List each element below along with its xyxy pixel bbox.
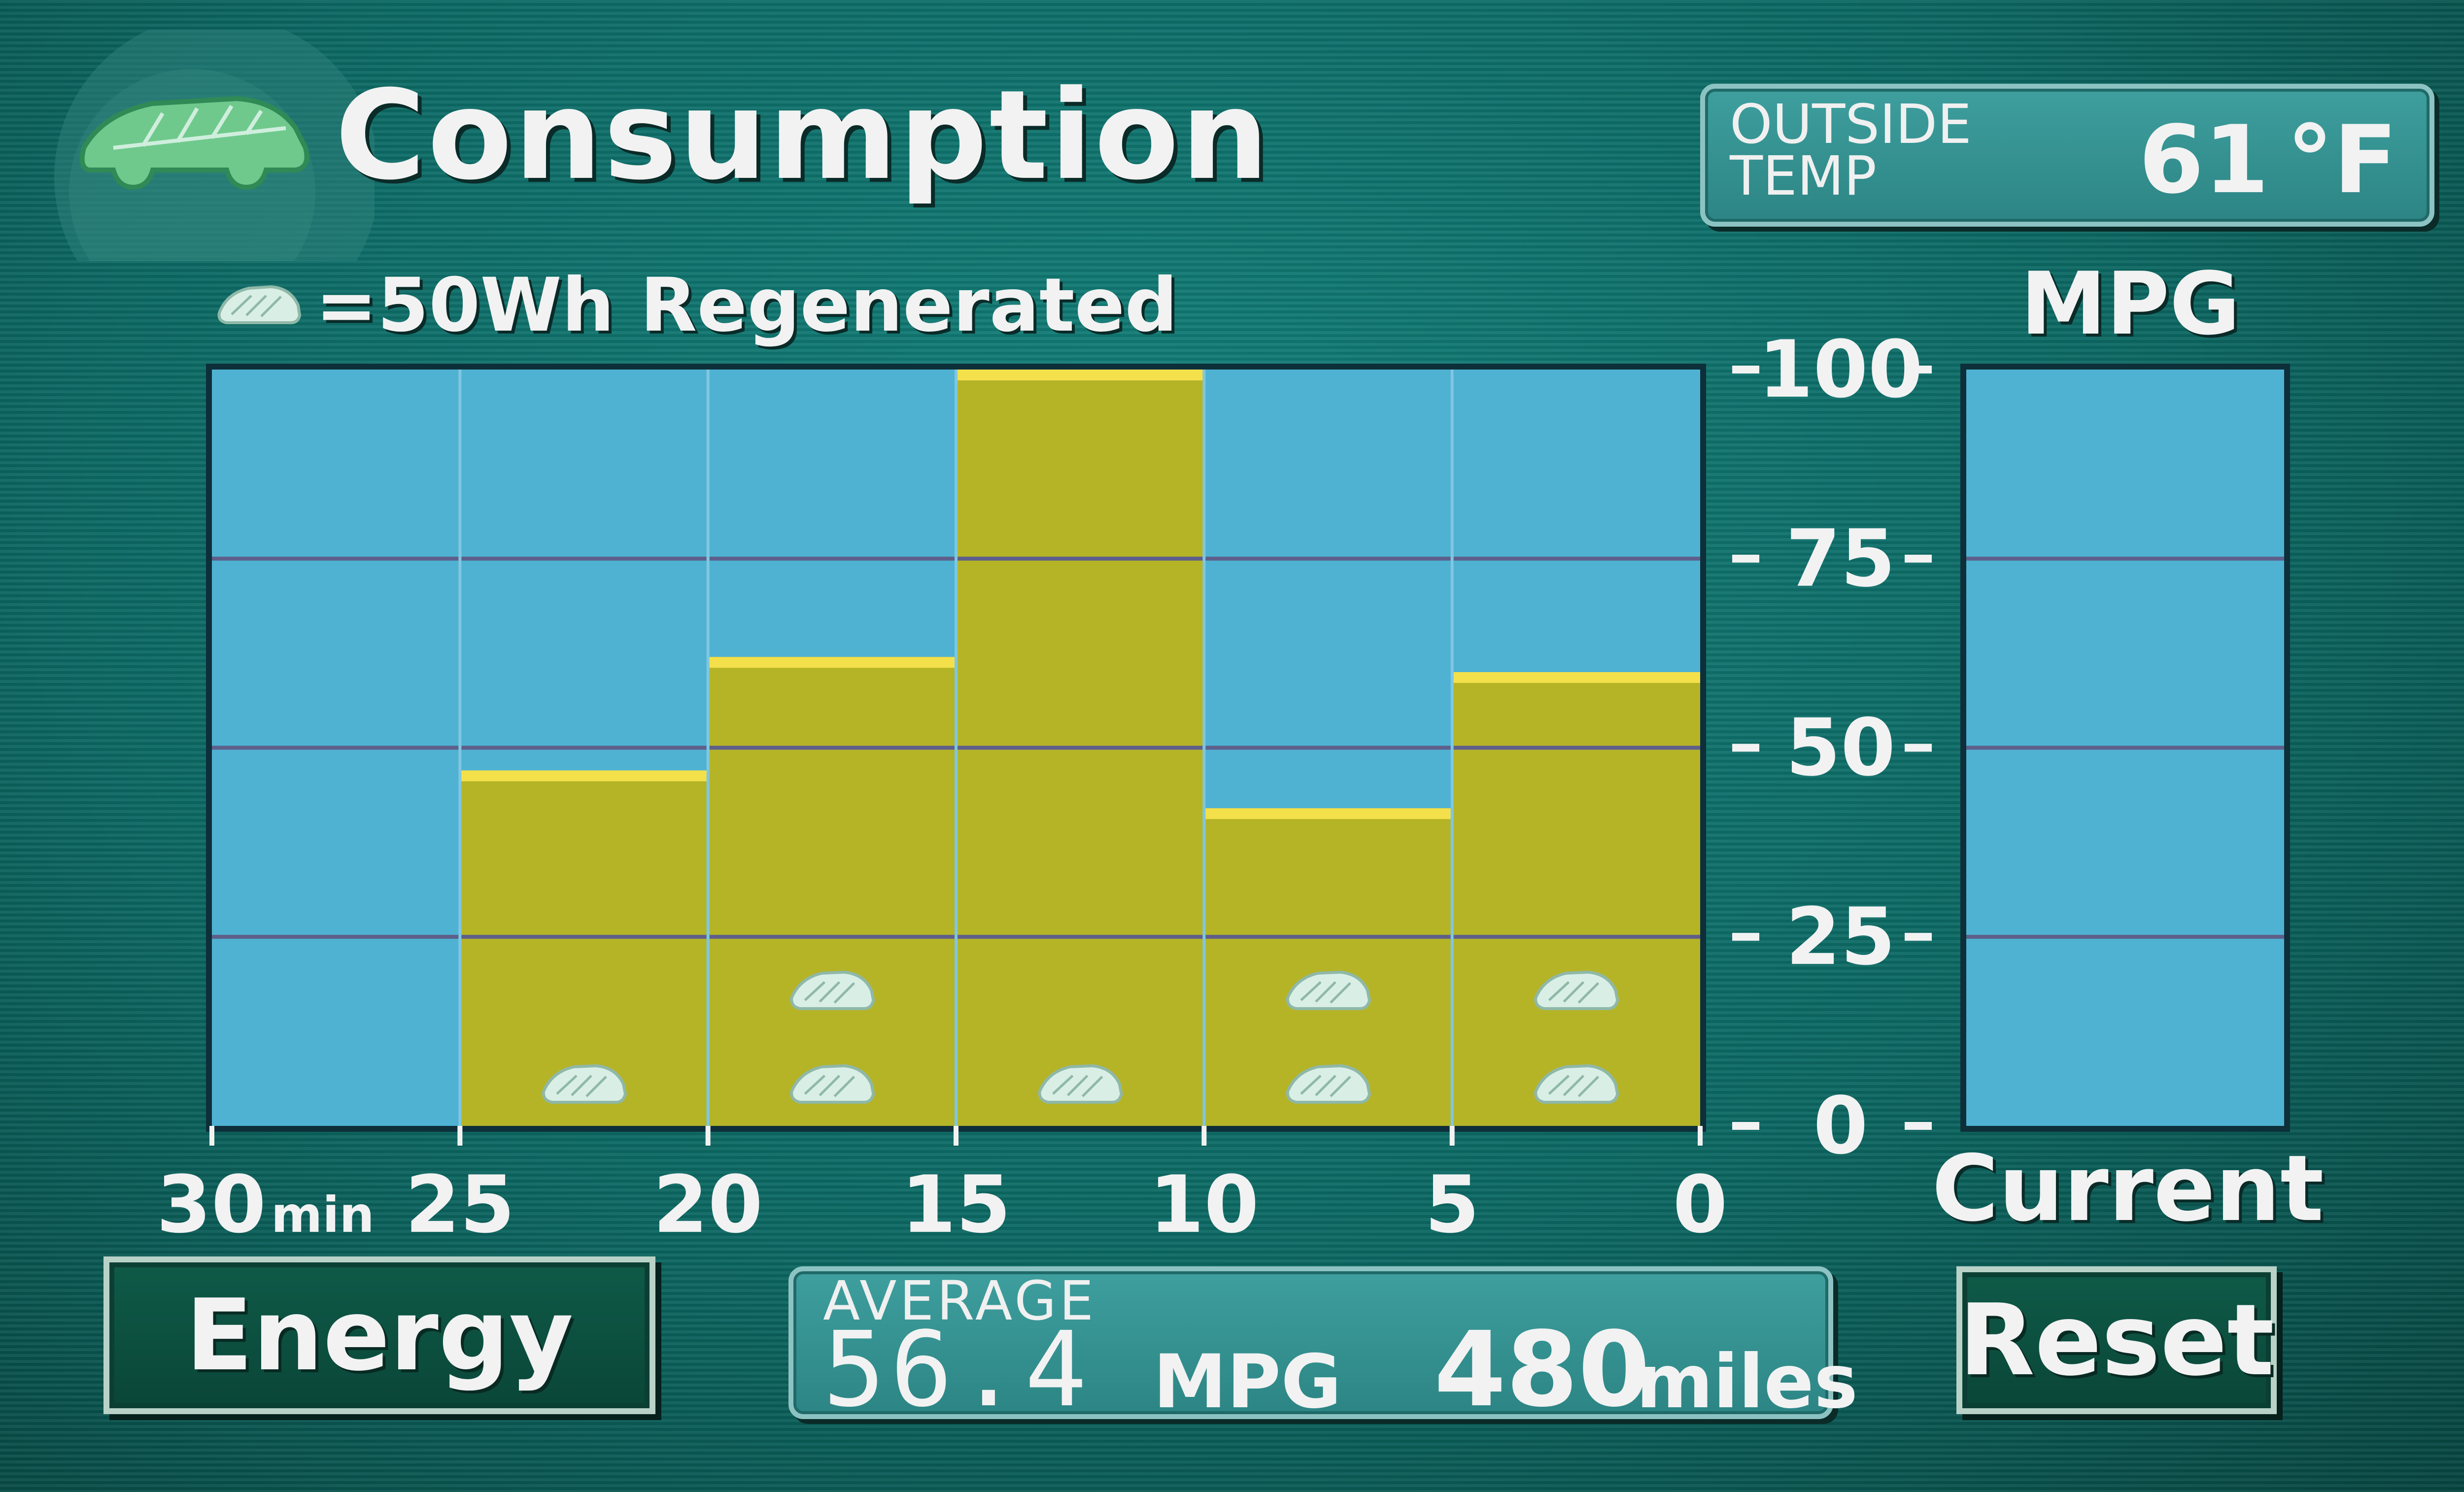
- y-tick-label: 25: [1786, 890, 1896, 983]
- regen-car-icon: [1534, 1064, 1619, 1104]
- leaf-car-icon: [54, 30, 375, 261]
- regen-car-icon: [542, 1064, 627, 1104]
- bar: [1452, 672, 1700, 1126]
- average-mpg-unit: MPG: [1153, 1339, 1342, 1425]
- y-tick-label: 100: [1758, 323, 1923, 415]
- bar-top: [1452, 672, 1700, 683]
- bar-top: [708, 657, 956, 668]
- bar-top: [1204, 808, 1452, 819]
- current-mpg-label: Current: [1932, 1135, 2324, 1242]
- bar-top: [460, 770, 708, 781]
- average-mpg-value: 56.4: [823, 1309, 1092, 1430]
- x-tick-label: 20: [653, 1158, 763, 1251]
- energy-button[interactable]: Energy: [103, 1256, 655, 1414]
- outside-temp-panel: OUTSIDE TEMP 61 °F: [1700, 84, 2434, 227]
- regen-car-icon: [790, 1064, 875, 1104]
- regen-car-icon: [1286, 970, 1371, 1010]
- page-title: Consumption: [335, 64, 1271, 207]
- regen-legend: =50Wh Regenerated: [212, 256, 1178, 355]
- x-tick-label: 25: [405, 1158, 515, 1251]
- regen-car-icon: [217, 285, 302, 324]
- y-tick-label: 50: [1786, 702, 1896, 794]
- x-tick-label: 30: [156, 1158, 266, 1251]
- y-tick-label: 0: [1813, 1080, 1868, 1172]
- average-panel: AVERAGE 56.4 MPG 480 miles: [788, 1266, 1858, 1430]
- distance-value: 480: [1434, 1309, 1650, 1430]
- x-tick-label: 0: [1673, 1158, 1727, 1251]
- x-tick-label: 5: [1425, 1158, 1479, 1251]
- bar-top: [956, 370, 1204, 380]
- x-tick-unit: min: [271, 1186, 375, 1244]
- outside-temp-label: OUTSIDE TEMP: [1730, 93, 1972, 207]
- regen-car-icon: [1038, 1064, 1123, 1104]
- distance-unit: miles: [1636, 1339, 1858, 1425]
- regen-legend-label: =50Wh Regenerated: [315, 263, 1178, 348]
- average-label: AVERAGE: [823, 1269, 1096, 1332]
- reset-button[interactable]: Reset: [1956, 1266, 2277, 1414]
- regen-car-icon: [1534, 970, 1619, 1010]
- x-tick-label: 15: [901, 1158, 1011, 1251]
- y-tick-label: 75: [1786, 512, 1896, 605]
- x-tick-label: 10: [1149, 1158, 1259, 1251]
- outside-temp-unit: °F: [2287, 105, 2397, 214]
- mpg-axis-label: MPG: [2020, 254, 2241, 354]
- bar: [708, 657, 956, 1126]
- outside-temp-value: 61: [2139, 105, 2269, 214]
- regen-car-icon: [1286, 1064, 1371, 1104]
- regen-car-icon: [790, 970, 875, 1010]
